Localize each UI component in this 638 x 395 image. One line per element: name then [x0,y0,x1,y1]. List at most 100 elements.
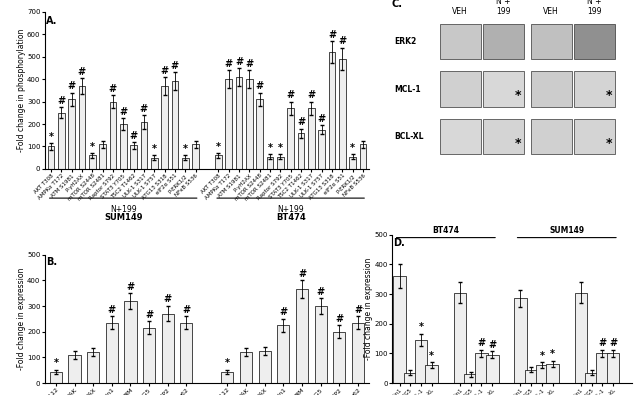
Bar [225,79,232,169]
Text: #: # [298,269,306,279]
Bar [87,352,100,383]
Text: #: # [316,287,325,297]
Bar [531,119,572,154]
Text: #: # [336,314,343,324]
Bar [475,354,488,383]
Bar [333,332,345,383]
Bar [483,119,524,154]
Text: N+199: N+199 [278,205,304,214]
Text: #: # [130,131,138,141]
Bar [277,156,284,169]
Bar [349,156,356,169]
Bar [596,354,609,383]
Bar [404,373,417,383]
Text: C.: C. [392,0,403,9]
Bar [235,77,242,169]
Bar [574,71,615,107]
Text: #: # [235,56,243,67]
Bar [464,374,477,383]
Text: *: * [429,351,434,361]
Bar [360,144,366,169]
Bar [296,289,308,383]
Bar [215,156,221,169]
Bar [124,301,137,383]
Bar [318,130,325,169]
Text: #: # [286,90,295,100]
Text: *: * [267,143,272,153]
Bar [99,144,106,169]
Text: #: # [297,117,305,127]
Bar [256,100,263,169]
Bar [329,52,336,169]
Text: *: * [515,137,521,150]
Text: #: # [68,81,75,91]
Bar [454,293,466,383]
Text: #: # [182,305,191,315]
Bar [575,293,587,383]
Text: #: # [328,30,336,40]
Y-axis label: -Fold change in phosphorylation: -Fold change in phosphorylation [17,29,26,152]
Y-axis label: -Fold change in expression: -Fold change in expression [364,258,373,360]
Text: #: # [308,90,315,100]
Bar [574,24,615,59]
Text: VEH: VEH [452,7,468,16]
Bar [47,147,54,169]
Text: #: # [318,114,326,124]
Bar [89,156,96,169]
Text: N+199: N+199 [110,205,137,214]
Text: *: * [419,322,424,332]
Bar [68,355,80,383]
Bar [531,71,572,107]
Text: #: # [57,96,65,106]
Bar [531,24,572,59]
Bar [483,24,524,59]
Text: VEH: VEH [544,7,559,16]
Text: *: * [54,358,58,368]
Bar [161,314,174,383]
Bar [483,71,524,107]
Bar [143,328,155,383]
Text: *: * [182,144,188,154]
Text: *: * [225,358,230,368]
Bar [535,365,548,383]
Bar [426,365,438,383]
Bar [574,119,615,154]
Bar [246,79,253,169]
Bar [140,122,147,169]
Text: BT474: BT474 [433,226,459,235]
Bar [440,71,480,107]
Bar [546,364,559,383]
Bar [607,354,619,383]
Text: N +
199: N + 199 [496,0,510,16]
Text: #: # [126,282,135,292]
Text: ERK2: ERK2 [394,37,417,46]
Text: *: * [606,89,612,102]
Text: #: # [279,307,288,317]
Bar [50,372,62,383]
Bar [514,299,527,383]
Bar [151,158,158,169]
Text: #: # [609,338,617,348]
Text: B.: B. [47,257,57,267]
Text: #: # [109,83,117,94]
Text: #: # [225,59,233,69]
Bar [352,323,364,383]
Bar [258,351,271,383]
Bar [315,306,327,383]
Text: #: # [145,310,153,320]
Bar [58,113,64,169]
Text: #: # [140,104,148,114]
Bar [161,86,168,169]
Bar [287,108,294,169]
Bar [393,276,406,383]
Text: #: # [338,36,346,46]
Bar [130,145,137,169]
Bar [415,340,427,383]
Bar [278,325,290,383]
Bar [181,323,193,383]
Text: #: # [598,338,607,348]
Bar [339,59,346,169]
Text: *: * [606,137,612,150]
Bar [440,24,480,59]
Text: #: # [161,66,168,75]
